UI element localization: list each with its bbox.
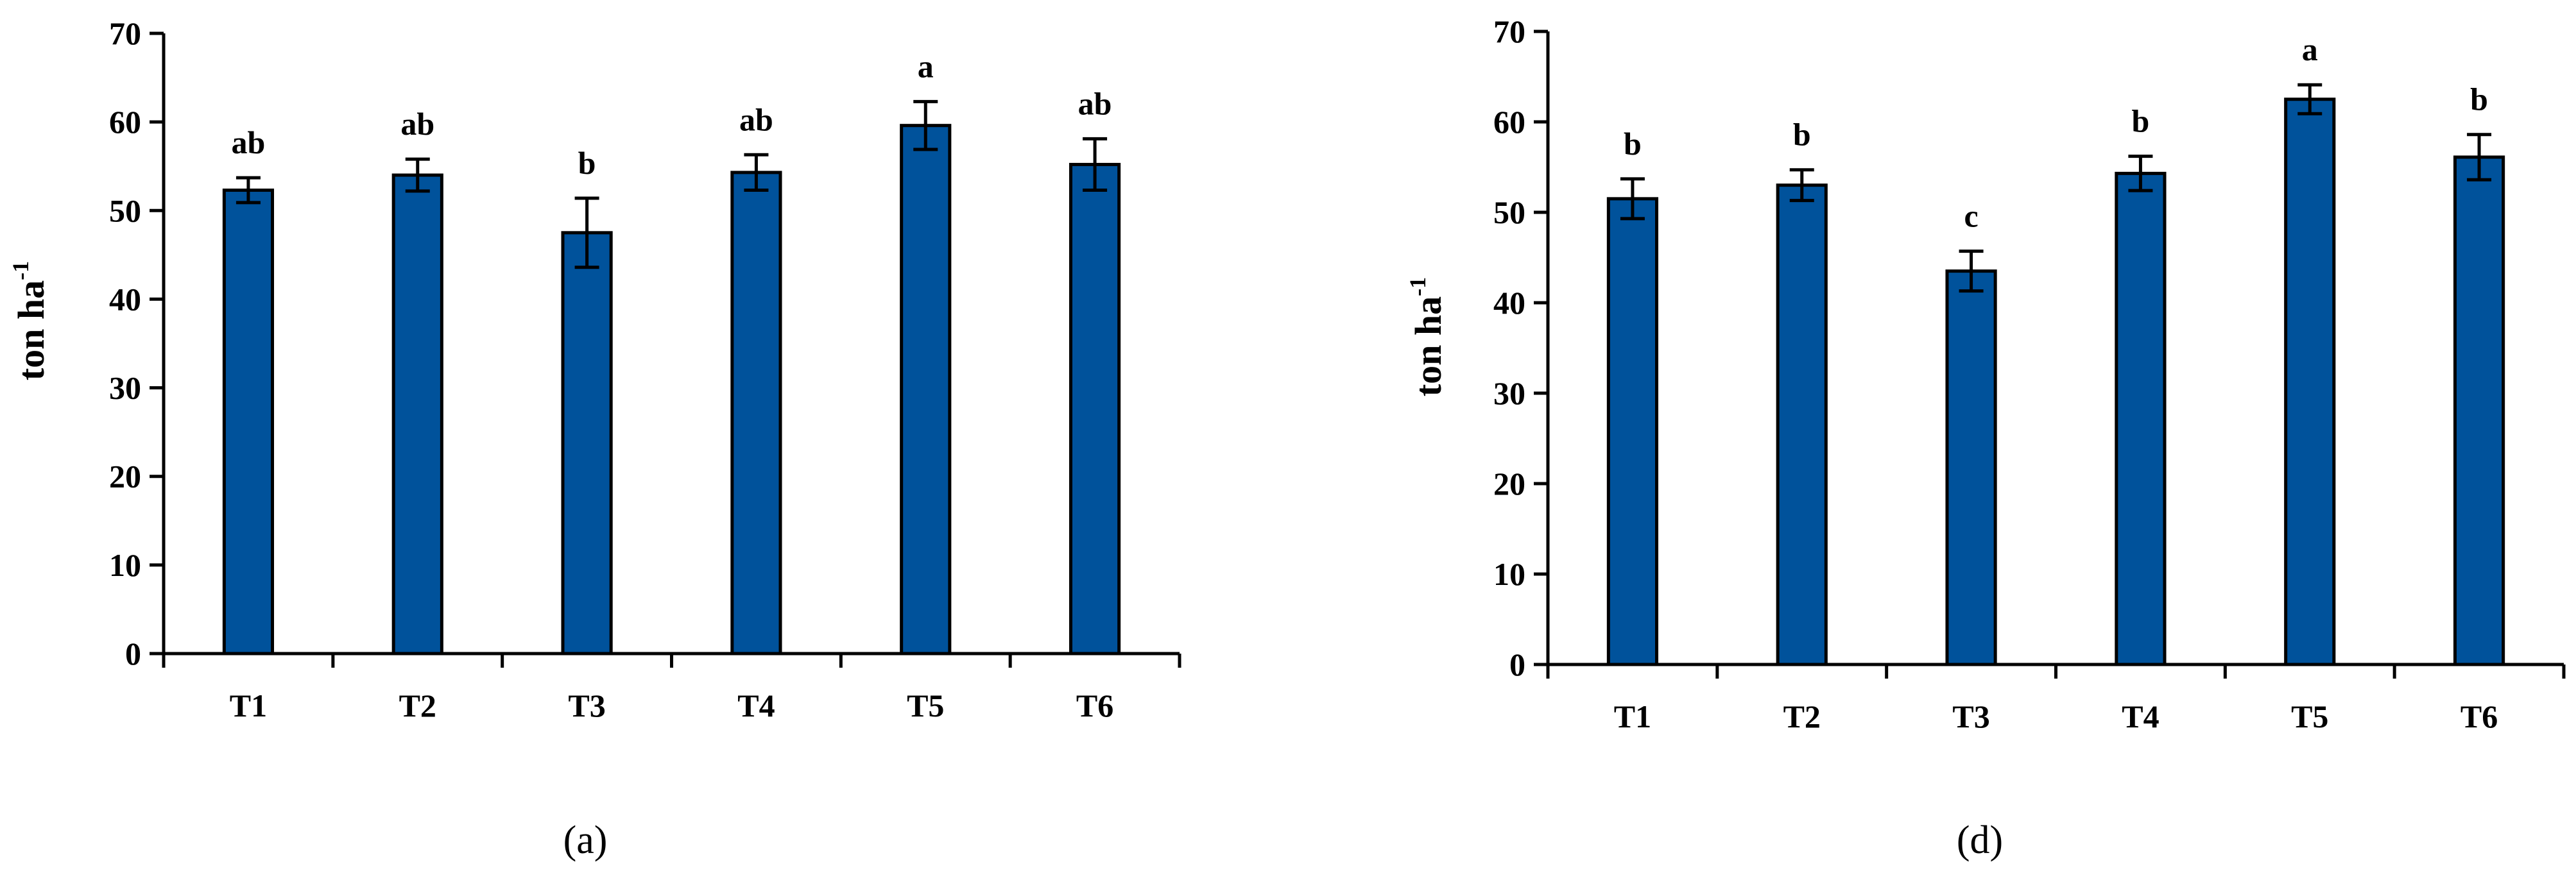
y-tick-label: 40 xyxy=(1493,285,1525,321)
significance-letter-T3: c xyxy=(1964,198,1978,234)
x-ticks: T1 T2 T3 T4 T5 T6 xyxy=(1614,698,2498,734)
axes xyxy=(162,33,1181,668)
significance-letter-T5: a xyxy=(2302,31,2318,67)
error-bar-T4 xyxy=(744,153,769,192)
chart-panel-d: ton ha-1 0 10 20 30 40 50 60 70 b b c b a b T1 T2 T3 T4… xyxy=(1405,13,2566,862)
y-tick-label: 50 xyxy=(1493,194,1525,230)
bar-T4 xyxy=(2115,171,2167,666)
significance-letters: ab ab b ab a ab xyxy=(232,48,1112,181)
panel-label: (a) xyxy=(563,818,608,862)
x-tick-label-T6: T6 xyxy=(1076,688,1113,723)
significance-letter-T1: ab xyxy=(232,124,266,160)
bar-T2 xyxy=(391,173,443,656)
svg-text:ton ha-1: ton ha-1 xyxy=(8,261,52,380)
y-tick-label: 60 xyxy=(109,104,141,140)
x-tick-label-T4: T4 xyxy=(737,688,775,723)
x-tick-label-T4: T4 xyxy=(2122,698,2159,734)
axes xyxy=(1546,31,2566,679)
bar-T6 xyxy=(2453,155,2505,666)
error-bar-T2 xyxy=(1789,168,1814,203)
y-tick-label: 40 xyxy=(109,281,141,317)
error-bar-T5 xyxy=(2297,83,2323,115)
y-tick-label: 70 xyxy=(1493,13,1525,49)
y-tick-label: 30 xyxy=(1493,375,1525,411)
bar-T4 xyxy=(730,171,782,656)
significance-letter-T3: b xyxy=(578,145,596,181)
x-tick-label-T5: T5 xyxy=(907,688,944,723)
x-tick-label-T3: T3 xyxy=(568,688,605,723)
y-tick-label: 10 xyxy=(1493,556,1525,592)
significance-letter-T6: ab xyxy=(1078,85,1112,121)
bar-T5 xyxy=(2284,97,2336,666)
y-ticks: 0 10 20 30 40 50 60 70 xyxy=(109,15,164,672)
y-tick-label: 20 xyxy=(1493,466,1525,502)
significance-letter-T4: ab xyxy=(739,101,773,137)
bar-T2 xyxy=(1776,183,1828,666)
y-tick-label: 10 xyxy=(109,547,141,583)
significance-letter-T6: b xyxy=(2470,81,2488,117)
bars xyxy=(222,124,1121,656)
x-tick-label-T1: T1 xyxy=(230,688,267,723)
error-bar-T2 xyxy=(405,157,430,193)
y-tick-label: 0 xyxy=(125,636,141,672)
y-ticks: 0 10 20 30 40 50 60 70 xyxy=(1493,13,1548,682)
bar-T3 xyxy=(561,231,613,656)
y-axis-label: ton ha xyxy=(1407,296,1449,396)
error-bar-T1 xyxy=(1620,177,1645,221)
bar-T3 xyxy=(1945,269,1997,666)
x-ticks: T1 T2 T3 T4 T5 T6 xyxy=(230,688,1114,723)
y-axis-label-superscript: -1 xyxy=(1405,277,1430,296)
bar-T5 xyxy=(900,124,952,656)
y-tick-label: 20 xyxy=(109,459,141,495)
significance-letter-T2: b xyxy=(1793,117,1811,153)
x-tick-label-T2: T2 xyxy=(1783,698,1821,734)
significance-letter-T5: a xyxy=(918,48,934,84)
y-axis-label-superscript: -1 xyxy=(8,261,33,280)
x-tick-label-T5: T5 xyxy=(2291,698,2328,734)
x-tick-label-T6: T6 xyxy=(2460,698,2498,734)
y-axis-label: ton ha xyxy=(10,280,52,380)
error-bar-T3 xyxy=(574,196,599,269)
error-bar-T6 xyxy=(1083,137,1108,192)
significance-letter-T1: b xyxy=(1624,126,1642,162)
panel-label: (d) xyxy=(1957,818,2003,862)
significance-letter-T2: ab xyxy=(400,106,434,142)
x-tick-label-T3: T3 xyxy=(1952,698,1989,734)
y-axis-title: ton ha-1 xyxy=(8,261,52,380)
error-bar-T3 xyxy=(1959,250,1984,293)
x-tick-label-T2: T2 xyxy=(399,688,436,723)
y-axis-title: ton ha-1 xyxy=(1405,277,1449,396)
error-bars xyxy=(236,99,1108,269)
bar-T6 xyxy=(1069,162,1121,656)
bars xyxy=(1606,97,2505,666)
y-tick-label: 50 xyxy=(109,192,141,228)
error-bar-T5 xyxy=(913,99,938,151)
error-bar-T1 xyxy=(236,176,261,205)
bar-T1 xyxy=(1606,197,1659,666)
bar-T1 xyxy=(222,189,275,656)
error-bar-T6 xyxy=(2467,133,2492,182)
y-tick-label: 0 xyxy=(1509,647,1525,682)
x-tick-label-T1: T1 xyxy=(1614,698,1651,734)
svg-text:ton ha-1: ton ha-1 xyxy=(1405,277,1449,396)
error-bars xyxy=(1620,83,2492,293)
y-tick-label: 60 xyxy=(1493,104,1525,140)
error-bar-T4 xyxy=(2128,155,2153,192)
significance-letters: b b c b a b xyxy=(1624,31,2488,233)
y-tick-label: 70 xyxy=(109,15,141,51)
significance-letter-T4: b xyxy=(2132,103,2150,139)
y-tick-label: 30 xyxy=(109,370,141,406)
chart-panel-a: ton ha-1 0 10 20 30 40 50 60 70 ab ab b ab a ab T1 T2… xyxy=(8,15,1181,862)
